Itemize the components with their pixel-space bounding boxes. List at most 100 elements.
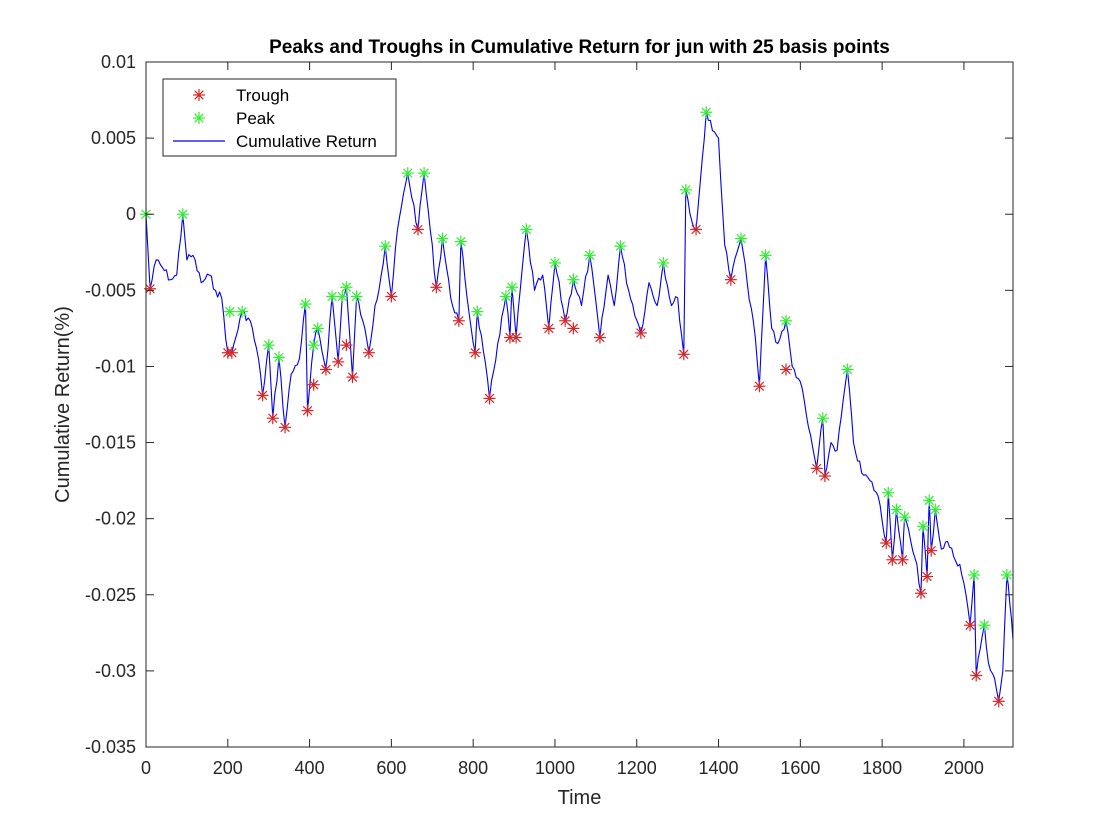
x-tick-label: 1000 <box>535 758 575 778</box>
y-tick-label: -0.035 <box>85 737 136 757</box>
peak-marker <box>299 298 312 311</box>
trough-marker <box>452 314 465 327</box>
peak-marker <box>890 503 903 516</box>
trough-marker <box>362 346 375 359</box>
peak-marker <box>326 290 339 303</box>
plot-area <box>146 62 1013 747</box>
peak-marker <box>506 281 519 294</box>
peak-marker <box>520 223 533 236</box>
y-tick-label: 0.005 <box>91 128 136 148</box>
trough-marker <box>753 380 766 393</box>
peak-marker <box>780 314 793 327</box>
peak-marker <box>548 256 561 269</box>
cumulative-return-line <box>145 111 1014 702</box>
trough-marker <box>483 392 496 405</box>
peak-marker <box>336 290 349 303</box>
peak-marker <box>968 568 981 581</box>
peak-marker <box>262 339 275 352</box>
x-tick-label: 1400 <box>699 758 739 778</box>
trough-marker <box>970 669 983 682</box>
peak-marker <box>418 167 431 180</box>
trough-marker <box>964 619 977 632</box>
trough-marker <box>385 290 398 303</box>
peak-marker <box>614 240 627 253</box>
trough-marker <box>340 339 353 352</box>
peak-marker <box>841 363 854 376</box>
trough-marker <box>567 322 580 335</box>
trough-marker <box>279 421 292 434</box>
trough-marker <box>225 346 238 359</box>
trough-marker <box>677 348 690 361</box>
y-tick-label: -0.02 <box>95 509 136 529</box>
peak-marker <box>1000 568 1013 581</box>
peak-marker <box>816 412 829 425</box>
trough-marker <box>921 570 934 583</box>
trough-marker <box>780 363 793 376</box>
peak-marker <box>759 249 772 262</box>
peak-marker <box>307 339 320 352</box>
legend-item: Cumulative Return <box>173 132 377 151</box>
trough-marker <box>992 695 1005 708</box>
y-tick-label: -0.015 <box>85 433 136 453</box>
trough-marker <box>914 587 927 600</box>
y-tick-label: -0.03 <box>95 661 136 681</box>
x-tick-label: 200 <box>213 758 243 778</box>
trough-marker <box>266 412 279 425</box>
trough-marker <box>559 314 572 327</box>
peak-marker <box>454 235 467 248</box>
x-tick-label: 1800 <box>862 758 902 778</box>
peak-marker <box>929 503 942 516</box>
peak-marker <box>917 520 930 533</box>
x-tick-label: 800 <box>458 758 488 778</box>
legend-peak-swatch <box>193 112 205 124</box>
peak-marker <box>176 208 189 221</box>
peak-marker <box>735 232 748 245</box>
trough-marker <box>346 371 359 384</box>
peak-marker <box>923 494 936 507</box>
y-tick-label: -0.005 <box>85 280 136 300</box>
peak-marker <box>223 305 236 318</box>
trough-marker <box>690 223 703 236</box>
plot-border <box>145 61 1014 748</box>
peak-marker <box>700 106 713 119</box>
x-tick-label: 1200 <box>617 758 657 778</box>
legend: Trough Peak Cumulative Return <box>162 78 397 157</box>
peak-marker <box>882 486 895 499</box>
trough-marker <box>896 553 909 566</box>
marker-layer <box>140 106 1013 708</box>
x-axis-label: Time <box>558 787 602 809</box>
legend-label: Cumulative Return <box>236 132 377 151</box>
x-axis-ticks: 0 200 400 600 800 1000 1200 1400 1600 1800 2000 <box>141 62 984 778</box>
trough-marker <box>634 326 647 339</box>
trough-marker <box>256 389 269 402</box>
trough-marker <box>319 363 332 376</box>
trough-marker <box>593 331 606 344</box>
peak-marker <box>401 167 414 180</box>
y-tick-label: -0.01 <box>95 356 136 376</box>
legend-label: Peak <box>236 109 275 128</box>
peak-marker <box>567 273 580 286</box>
chart-title: Peaks and Troughs in Cumulative Return f… <box>269 37 890 58</box>
trough-marker <box>925 544 938 557</box>
trough-marker <box>307 378 320 391</box>
legend-trough-swatch <box>193 89 205 101</box>
trough-marker <box>886 553 899 566</box>
peak-marker <box>272 351 285 364</box>
peak-marker <box>436 232 449 245</box>
peak-marker <box>978 619 991 632</box>
y-tick-label: 0 <box>126 204 136 224</box>
trough-marker <box>411 223 424 236</box>
x-tick-label: 400 <box>295 758 325 778</box>
x-tick-label: 1600 <box>780 758 820 778</box>
peak-marker <box>679 183 692 196</box>
peak-marker <box>583 249 596 262</box>
y-tick-label: 0.01 <box>101 52 136 72</box>
legend-item: Peak <box>193 109 275 128</box>
y-tick-label: -0.025 <box>85 585 136 605</box>
y-axis-ticks: 0.01 0.005 0 -0.005 -0.01 -0.015 -0.02 -0.025 -0… <box>85 52 1013 757</box>
peak-marker <box>311 322 324 335</box>
trough-marker <box>332 355 345 368</box>
trough-marker <box>510 331 523 344</box>
peak-marker <box>499 290 512 303</box>
trough-marker <box>724 273 737 286</box>
